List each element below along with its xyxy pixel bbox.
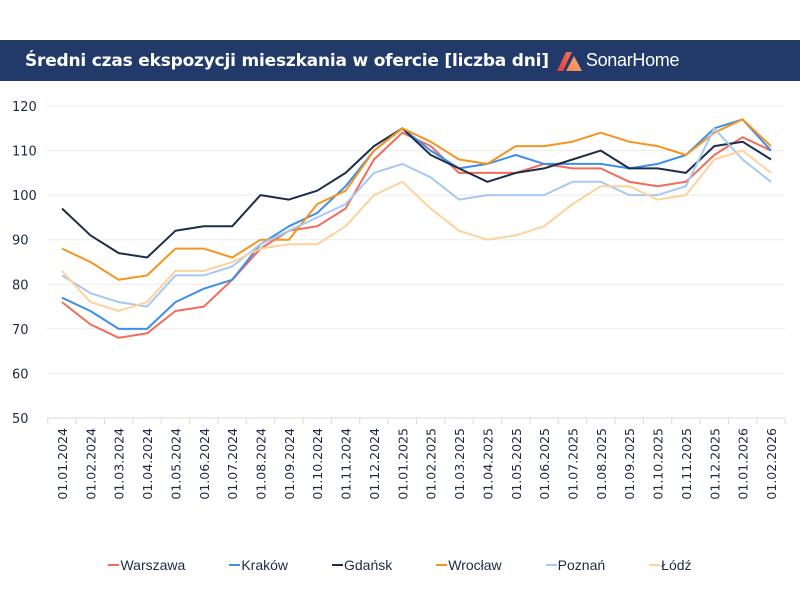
line-chart: 50 60 70 80 90 100 110 120 01.01.2024 01.02.2024…	[12, 100, 786, 500]
legend-item[interactable]: Wrocław	[436, 557, 502, 573]
x-tick-label: 01.09.2025	[622, 428, 637, 500]
x-tick-label: 01.06.2025	[537, 428, 552, 500]
x-tick-label: 01.03.2024	[112, 428, 127, 500]
legend-swatch-icon	[545, 564, 557, 566]
y-axis-ticks: 50 60 70 80 90 100 110 120	[12, 100, 37, 427]
x-tick-label: 01.01.2024	[55, 428, 70, 500]
series-line-łódź	[61, 149, 772, 312]
legend-label: Łódź	[661, 557, 692, 573]
series-line-gdańsk	[61, 127, 772, 259]
legend-swatch-icon	[229, 564, 241, 566]
legend-item[interactable]: Warszawa	[108, 557, 185, 573]
x-tick-label: 01.06.2024	[197, 428, 212, 500]
y-tick-label: 110	[12, 145, 37, 160]
x-tick-label: 01.11.2024	[339, 428, 354, 500]
series-line-wrocław	[61, 118, 772, 281]
x-tick-label: 01.08.2024	[254, 428, 269, 500]
x-tick-label: 01.03.2025	[452, 428, 467, 500]
x-tick-label: 01.08.2025	[594, 428, 609, 500]
x-tick-label: 01.11.2025	[679, 428, 694, 500]
legend-label: Kraków	[241, 557, 288, 573]
chart-legend: Warszawa Kraków Gdańsk Wrocław Poznań Łódź	[0, 557, 800, 573]
legend-label: Warszawa	[120, 557, 186, 573]
x-tick-label: 01.07.2025	[565, 428, 580, 500]
x-tick-label: 01.04.2024	[140, 428, 155, 500]
x-tick-label: 01.01.2025	[395, 428, 410, 500]
series-line-poznań	[61, 127, 772, 308]
grid-lines	[47, 105, 785, 419]
x-tick-label: 01.05.2025	[509, 428, 524, 500]
x-tick-label: 01.12.2024	[367, 428, 382, 500]
y-tick-label: 50	[12, 412, 29, 427]
legend-item[interactable]: Poznań	[545, 557, 606, 573]
x-tick-label: 01.02.2025	[424, 428, 439, 500]
legend-item[interactable]: Kraków	[229, 557, 288, 573]
legend-swatch-icon	[649, 564, 661, 566]
series-lines	[61, 118, 772, 339]
x-tick-label: 01.10.2024	[310, 428, 325, 500]
x-tick-label: 01.09.2024	[282, 428, 297, 500]
x-tick-label: 01.12.2025	[707, 428, 722, 500]
legend-label: Wrocław	[448, 557, 502, 573]
x-tick-label: 01.05.2024	[168, 428, 183, 500]
x-tick-label: 01.07.2024	[225, 428, 240, 500]
sonarhome-logo: SonarHome	[556, 50, 680, 71]
x-tick-label: 01.04.2025	[480, 428, 495, 500]
chart-title: Średni czas ekspozycji mieszkania w ofer…	[25, 50, 549, 71]
x-tick-label: 01.10.2025	[651, 428, 666, 500]
x-tick-label: 01.02.2024	[83, 428, 98, 500]
sonarhome-logo-icon	[556, 51, 582, 71]
series-line-kraków	[61, 118, 772, 330]
series-line-warszawa	[61, 131, 772, 339]
x-tick-label: 01.02.2026	[764, 428, 779, 500]
y-tick-label: 70	[12, 323, 29, 338]
legend-swatch-icon	[332, 564, 343, 566]
legend-item[interactable]: Gdańsk	[332, 557, 392, 573]
y-tick-label: 100	[12, 189, 37, 204]
chart-header: Średni czas ekspozycji mieszkania w ofer…	[0, 40, 800, 81]
logo-text: SonarHome	[585, 50, 680, 70]
y-tick-label: 90	[12, 234, 29, 249]
legend-swatch-icon	[436, 564, 448, 566]
legend-item[interactable]: Łódź	[649, 557, 692, 573]
legend-swatch-icon	[108, 564, 120, 566]
x-axis-ticks: 01.01.2024 01.02.2024 01.03.2024 01.04.2024…	[47, 418, 786, 500]
y-tick-label: 120	[12, 100, 37, 115]
x-tick-label: 01.01.2026	[736, 428, 751, 500]
y-tick-label: 80	[12, 278, 29, 293]
y-tick-label: 60	[12, 367, 29, 382]
legend-label: Gdańsk	[344, 557, 393, 573]
legend-label: Poznań	[557, 557, 606, 573]
